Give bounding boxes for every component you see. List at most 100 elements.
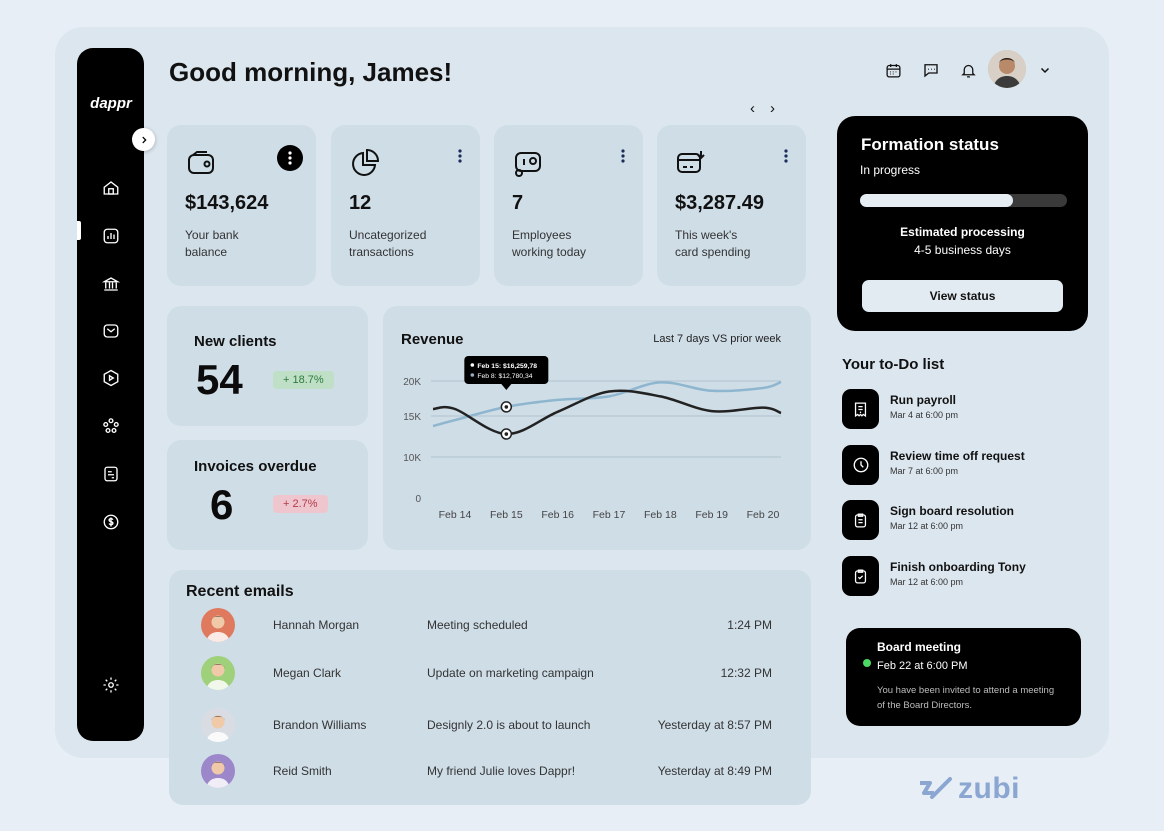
pie-icon bbox=[352, 148, 380, 176]
stat-value: $143,624 bbox=[185, 192, 269, 214]
notifications-button[interactable] bbox=[958, 60, 978, 80]
formation-progress-bar bbox=[860, 194, 1067, 207]
stat-card-bank-balance: $143,624 Your bank balance bbox=[167, 125, 316, 286]
y-tick-label: 20K bbox=[403, 377, 421, 388]
sidebar-item-bank[interactable] bbox=[99, 272, 123, 296]
receipt-icon bbox=[854, 401, 867, 417]
x-tick-label: Feb 16 bbox=[541, 509, 574, 521]
formation-progress-fill bbox=[860, 194, 1014, 207]
stat-card-employees: 7 Employees working today bbox=[494, 125, 643, 286]
email-time: Yesterday at 8:49 PM bbox=[657, 764, 772, 778]
email-subject: Meeting scheduled bbox=[427, 618, 528, 632]
sidebar-item-documents[interactable] bbox=[99, 462, 123, 486]
view-status-button[interactable]: View status bbox=[862, 280, 1063, 312]
email-sender: Hannah Morgan bbox=[273, 618, 360, 632]
gear-icon bbox=[103, 677, 119, 693]
pager-prev-button[interactable]: ‹ bbox=[750, 100, 755, 117]
stat-menu-button[interactable] bbox=[458, 149, 462, 163]
invoices-overdue-value: 6 bbox=[210, 481, 234, 528]
email-time: Yesterday at 8:57 PM bbox=[657, 718, 772, 732]
todo-item-name: Review time off request bbox=[890, 449, 1025, 463]
avatar bbox=[201, 754, 235, 788]
email-row[interactable]: Brandon Williams Designly 2.0 is about to… bbox=[169, 708, 811, 744]
team-icon bbox=[103, 418, 119, 434]
clipboard-icon bbox=[854, 512, 867, 528]
x-tick-label: Feb 19 bbox=[695, 509, 728, 521]
chat-icon bbox=[924, 64, 938, 78]
avatar[interactable] bbox=[988, 50, 1026, 88]
dollar-icon bbox=[103, 514, 119, 530]
employees-icon bbox=[515, 152, 541, 177]
email-sender: Megan Clark bbox=[273, 666, 342, 680]
stat-menu-button[interactable] bbox=[784, 149, 788, 163]
new-clients-title: New clients bbox=[194, 333, 277, 350]
email-row[interactable]: Megan Clark Update on marketing campaign 1… bbox=[169, 656, 811, 692]
avatar bbox=[201, 708, 235, 742]
todo-item[interactable]: Run payroll Mar 4 at 6:00 pm bbox=[842, 389, 1082, 429]
stat-menu-button[interactable] bbox=[277, 145, 303, 171]
email-row[interactable]: Hannah Morgan Meeting scheduled 1:24 PM bbox=[169, 608, 811, 644]
board-meeting-card[interactable]: Board meeting Feb 22 at 6:00 PM You have… bbox=[846, 628, 1081, 726]
app-logo[interactable]: dappr bbox=[90, 95, 132, 112]
todo-icon-box bbox=[842, 445, 879, 485]
calendar-icon bbox=[885, 63, 901, 78]
account-menu-button[interactable] bbox=[1035, 60, 1055, 80]
chat-button[interactable] bbox=[921, 60, 941, 80]
email-row[interactable]: Reid Smith My friend Julie loves Dappr! Ye… bbox=[169, 754, 811, 790]
todo-icon-box bbox=[842, 500, 879, 540]
mail-icon bbox=[103, 324, 119, 338]
revenue-period[interactable]: Last 7 days VS prior week bbox=[653, 333, 781, 345]
avatar bbox=[201, 656, 235, 690]
watermark-text: zubi bbox=[958, 772, 1020, 805]
todo-item-name: Sign board resolution bbox=[890, 504, 1015, 518]
sidebar-collapse-button[interactable] bbox=[132, 128, 155, 151]
bank-icon bbox=[102, 277, 120, 291]
recent-emails-title: Recent emails bbox=[186, 583, 294, 600]
email-subject: My friend Julie loves Dappr! bbox=[427, 764, 576, 778]
stat-value: 12 bbox=[349, 192, 372, 214]
chevron-down-icon bbox=[1040, 67, 1050, 74]
todo-icon-box bbox=[842, 389, 879, 429]
sidebar-item-mail[interactable] bbox=[99, 319, 123, 343]
stat-label: Your bank balance bbox=[185, 228, 239, 259]
todo-item-date: Mar 7 at 6:00 pm bbox=[890, 466, 959, 476]
page-title: Good morning, James! bbox=[169, 57, 453, 87]
stat-label: Uncategorized transactions bbox=[349, 228, 427, 259]
contact-avatar-icon bbox=[201, 754, 235, 788]
user-avatar-icon bbox=[988, 50, 1026, 88]
more-icon bbox=[288, 151, 292, 165]
todo-item[interactable]: Finish onboarding Tony Mar 12 at 6:00 pm bbox=[842, 556, 1082, 596]
sidebar-item-reports[interactable] bbox=[99, 224, 123, 248]
sidebar-item-payments[interactable] bbox=[99, 510, 123, 534]
todo-item-name: Run payroll bbox=[890, 393, 957, 407]
status-dot bbox=[863, 659, 871, 667]
formation-estimate-value: 4-5 business days bbox=[914, 243, 1011, 257]
invoices-overdue-title: Invoices overdue bbox=[194, 458, 317, 475]
y-tick-label: 15K bbox=[403, 412, 421, 423]
sidebar-item-team[interactable] bbox=[99, 414, 123, 438]
sidebar-item-media[interactable] bbox=[99, 366, 123, 390]
revenue-chart: 20K 15K 10K 0 Feb 14 Feb 15 Feb 16 Feb 17 Feb 18… bbox=[403, 356, 782, 521]
sidebar-item-home[interactable] bbox=[99, 176, 123, 200]
email-sender: Reid Smith bbox=[273, 764, 332, 778]
y-tick-label: 0 bbox=[415, 494, 421, 505]
todo-item[interactable]: Sign board resolution Mar 12 at 6:00 pm bbox=[842, 500, 1082, 540]
more-icon bbox=[458, 149, 462, 163]
revenue-title: Revenue bbox=[401, 331, 464, 348]
stat-card-card-spending: $3,287.49 This week's card spending bbox=[657, 125, 806, 286]
chart-icon bbox=[103, 228, 119, 244]
zubi-logo-icon bbox=[920, 777, 952, 799]
sidebar-item-settings[interactable] bbox=[99, 673, 123, 697]
email-subject: Update on marketing campaign bbox=[427, 666, 594, 680]
new-clients-change-badge: + 18.7% bbox=[273, 371, 334, 389]
revenue-card: Revenue Last 7 days VS prior week 20K 15K… bbox=[383, 306, 811, 550]
stat-menu-button[interactable] bbox=[621, 149, 625, 163]
tooltip-text: Feb 8: $12,780,34 bbox=[477, 373, 532, 380]
calendar-button[interactable] bbox=[883, 60, 903, 80]
todo-icon-box bbox=[842, 556, 879, 596]
pager-next-button[interactable]: › bbox=[770, 100, 775, 117]
clipboard-check-icon bbox=[854, 568, 867, 584]
contact-avatar-icon bbox=[201, 608, 235, 642]
todo-item[interactable]: Review time off request Mar 7 at 6:00 pm bbox=[842, 445, 1082, 485]
board-meeting-title: Board meeting bbox=[877, 640, 962, 654]
